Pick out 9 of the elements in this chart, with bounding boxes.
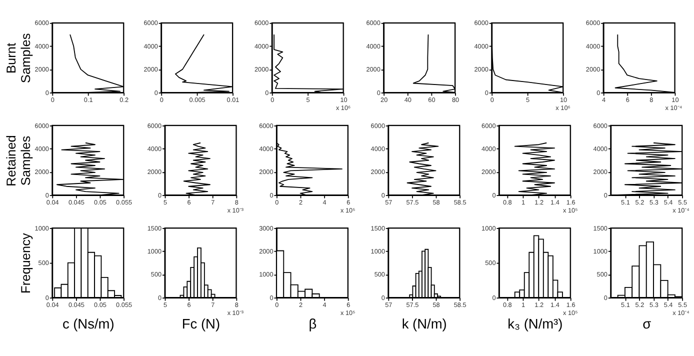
x-axis-title: k (N/m) [402,316,447,332]
x-axis-title: Fc (N) [182,316,220,332]
y-axis-title: Frequency [18,232,34,294]
x-axis-title: c (Ns/m) [62,316,114,332]
x-axis-title: σ [642,316,652,332]
x-axis-title: β [308,316,317,332]
x-axis-title: k₃ (N/m³) [508,316,563,332]
y-axis-title: Burnt Samples [4,33,34,84]
y-axis-title: Retained Samples [4,135,34,186]
